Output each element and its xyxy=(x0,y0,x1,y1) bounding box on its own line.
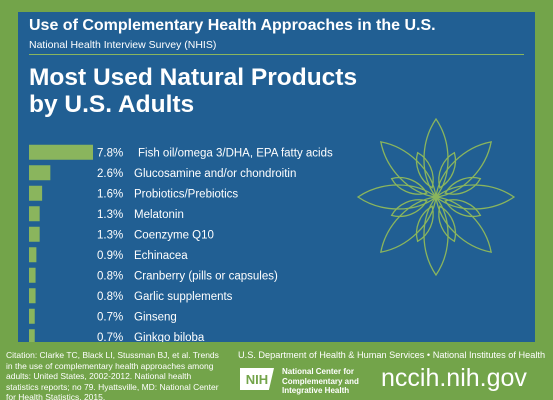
flower-inner-petal xyxy=(438,151,457,189)
bar-category-label: Coenzyme Q10 xyxy=(134,229,214,241)
bar-chart: 7.8% Fish oil/omega 3/DHA, EPA fatty acid… xyxy=(29,144,333,342)
flower-petal xyxy=(380,141,437,198)
header-title: Use of Complementary Health Approaches i… xyxy=(29,17,436,34)
bar-value-label: 0.7% xyxy=(97,311,123,323)
bar xyxy=(29,165,51,181)
bar xyxy=(29,267,36,283)
center-name: National Center for Complementary and In… xyxy=(282,367,392,396)
bar-value-label: 2.6% xyxy=(97,168,123,180)
bar xyxy=(29,247,37,263)
flower-inner-petal xyxy=(438,205,457,243)
bar-category-label: Garlic supplements xyxy=(134,291,233,303)
divider xyxy=(29,54,524,55)
nih-logo: NIH xyxy=(240,368,274,390)
flower-inner-petal xyxy=(390,199,428,218)
citation-text: Citation: Clarke TC, Black LI, Stussman … xyxy=(6,350,219,400)
center-name-line-1: National Center for xyxy=(282,367,355,376)
center-name-line-2: Complementary and xyxy=(282,376,359,386)
flower-petal xyxy=(356,184,438,210)
flower-inner-petal xyxy=(444,199,482,218)
center-name-line-3: Integrative Health xyxy=(282,386,350,395)
flower-petal xyxy=(423,117,449,199)
flower-petal xyxy=(434,184,516,210)
bar-value-label: 0.7% xyxy=(97,332,123,342)
flower-inner-petal xyxy=(415,151,434,189)
flower-petal xyxy=(423,195,449,277)
main-title-line-2: by U.S. Adults xyxy=(29,91,195,118)
bar xyxy=(29,144,93,160)
bar xyxy=(29,226,40,242)
bar xyxy=(29,206,40,222)
flower-inner-petal xyxy=(444,176,482,195)
bar xyxy=(29,288,36,304)
bar-value-label: 1.6% xyxy=(97,188,123,200)
chart-panel: Use of Complementary Health Approaches i… xyxy=(18,12,535,342)
bar-category-label: Glucosamine and/or chondroitin xyxy=(134,168,296,180)
bar-category-label: Melatonin xyxy=(134,209,184,221)
department-text: U.S. Department of Health & Human Servic… xyxy=(238,350,546,360)
flower-petal xyxy=(435,196,492,253)
flower-petal xyxy=(380,196,437,253)
bar-category-label: Cranberry (pills or capsules) xyxy=(134,270,278,282)
bar-category-label: Ginkgo biloba xyxy=(134,332,205,342)
header-subtitle: National Health Interview Survey (NHIS) xyxy=(29,39,217,51)
flower-logo-icon xyxy=(356,117,516,277)
flower-inner-petal xyxy=(390,176,428,195)
main-title: Most Used Natural Products by U.S. Adult… xyxy=(29,64,449,118)
bar-category-label: Ginseng xyxy=(134,311,177,323)
flower-petal xyxy=(435,141,492,198)
bar xyxy=(29,308,35,324)
bar-value-label: 7.8% xyxy=(97,147,123,159)
flower-inner-petal xyxy=(415,205,434,243)
bar-category-label: Probiotics/Prebiotics xyxy=(134,188,238,200)
bar xyxy=(29,329,35,342)
bar-value-label: 1.3% xyxy=(97,229,123,241)
bar xyxy=(29,185,43,201)
bar-value-label: 1.3% xyxy=(97,209,123,221)
bar-value-label: 0.9% xyxy=(97,250,123,262)
bar-value-label: 0.8% xyxy=(97,270,123,282)
main-title-line-1: Most Used Natural Products xyxy=(29,64,358,91)
bar-category-label: Echinacea xyxy=(134,250,188,262)
bar-category-label: Fish oil/omega 3/DHA, EPA fatty acids xyxy=(138,147,333,159)
bar-value-label: 0.8% xyxy=(97,291,123,303)
website-link[interactable]: nccih.nih.gov xyxy=(381,364,527,392)
